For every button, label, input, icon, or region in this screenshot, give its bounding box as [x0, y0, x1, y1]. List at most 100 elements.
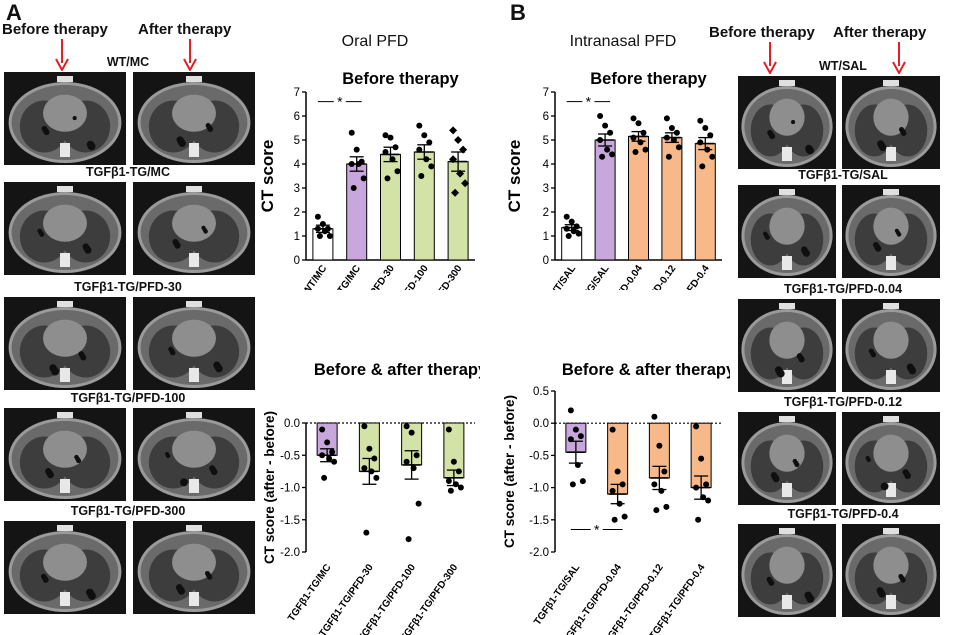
ct-heart [769, 207, 805, 245]
ct-airway [174, 242, 181, 249]
data-point [697, 139, 704, 146]
significance-star: * [586, 94, 592, 110]
data-point [384, 175, 391, 182]
ct-heart [43, 94, 87, 132]
y-tick-label: 7 [294, 87, 300, 99]
significance-star: * [337, 94, 343, 110]
y-tick-label: -0.5 [280, 450, 300, 462]
ct-spine [886, 370, 896, 384]
chart-title: Before therapy [590, 70, 707, 88]
ct-scan-graphic [842, 299, 940, 392]
y-tick-label: 4 [294, 159, 301, 171]
ct-airway [908, 366, 917, 375]
data-point [579, 478, 586, 485]
ct-heart [769, 98, 805, 136]
ct-spine [782, 483, 792, 497]
data-point [702, 125, 709, 131]
panel-a-group-label: TGFβ1-TG/PFD-300 [70, 504, 186, 518]
panel-b-group-label: TGFβ1-TG/SAL [798, 168, 888, 182]
y-tick-label: 4 [543, 159, 550, 171]
data-point [449, 126, 458, 135]
panel-a-ct-image-before [4, 408, 126, 501]
ct-sternum [186, 301, 202, 307]
ct-airway [900, 130, 907, 136]
ct-heart [172, 94, 216, 132]
panel-b-letter: B [510, 0, 526, 25]
ct-heart [873, 434, 909, 472]
ct-heart [873, 321, 909, 359]
data-point [632, 149, 639, 155]
ct-airway [791, 120, 796, 125]
ct-sternum [883, 189, 899, 195]
ct-spine [60, 368, 70, 382]
ct-airway [879, 143, 887, 152]
ct-airway [904, 472, 911, 480]
panel-a-before-label: Before therapy [2, 21, 108, 38]
data-point [366, 445, 373, 452]
data-point [663, 115, 670, 122]
data-point [445, 478, 452, 485]
significance-star: * [594, 521, 600, 537]
panel-b-group-label: TGFβ1-TG/PFD-0.12 [783, 395, 903, 409]
ct-spine [189, 592, 199, 606]
ct-airway [42, 577, 49, 583]
chart-title: Before therapy [342, 70, 459, 88]
y-axis-label: CT score (after - before) [502, 395, 517, 548]
data-point [665, 153, 672, 160]
data-point [455, 468, 462, 475]
data-point [363, 529, 370, 536]
oral-delta-chart: Before & after therapy CT score (after - … [262, 361, 480, 635]
ct-airway [39, 231, 45, 237]
data-point [602, 122, 609, 129]
ct-scan-graphic [133, 297, 255, 390]
data-point [705, 497, 712, 504]
ct-sternum [779, 528, 795, 534]
data-point [675, 144, 682, 151]
panel-a-ct-image-before [4, 72, 126, 165]
data-point [447, 487, 454, 494]
panel-a-group-label: TGFβ1-TG/MC [85, 165, 170, 179]
bar [447, 161, 469, 261]
ct-sternum [779, 80, 795, 86]
ct-airway [798, 356, 805, 363]
ct-airway [47, 471, 54, 479]
chart-title: Before & after therapy [314, 361, 480, 379]
data-point [569, 481, 576, 488]
ct-airway [874, 245, 882, 252]
data-point [653, 507, 660, 514]
ct-airway [794, 462, 800, 468]
panel-b-title: Intranasal PFD [569, 33, 677, 50]
ct-airway [896, 232, 902, 237]
y-tick-label: -2.0 [529, 547, 549, 559]
panel-a-ct-image-before [4, 182, 126, 275]
ct-heart [43, 204, 87, 242]
x-category-label: TGFβ1-TG/SAL [532, 562, 582, 627]
y-tick-label: 2 [543, 207, 549, 219]
ct-airway [207, 126, 214, 132]
ct-spine [189, 253, 199, 267]
data-point [348, 129, 355, 136]
data-point [609, 426, 616, 433]
data-point [567, 407, 574, 414]
data-point [630, 115, 637, 122]
ct-airway [776, 369, 785, 378]
ct-airway [51, 367, 60, 376]
panel-b-ct-image-before [738, 185, 836, 278]
panel-b-group-label: WT/SAL [819, 59, 867, 73]
ct-airway [84, 246, 92, 254]
panel-a-after-label: After therapy [138, 21, 232, 38]
ct-sternum [883, 80, 899, 86]
ct-airway [170, 350, 176, 356]
data-point [314, 213, 321, 220]
ct-sternum [779, 416, 795, 422]
data-point [699, 163, 706, 170]
ct-airway [215, 364, 223, 373]
panel-b-ct-image-after [842, 76, 940, 169]
y-tick-label: 5 [294, 135, 300, 147]
y-tick-label: 6 [543, 111, 549, 123]
ct-scan-graphic [4, 182, 126, 275]
ct-heart [769, 321, 805, 359]
data-point [324, 439, 331, 446]
y-tick-label: -0.5 [529, 450, 549, 462]
